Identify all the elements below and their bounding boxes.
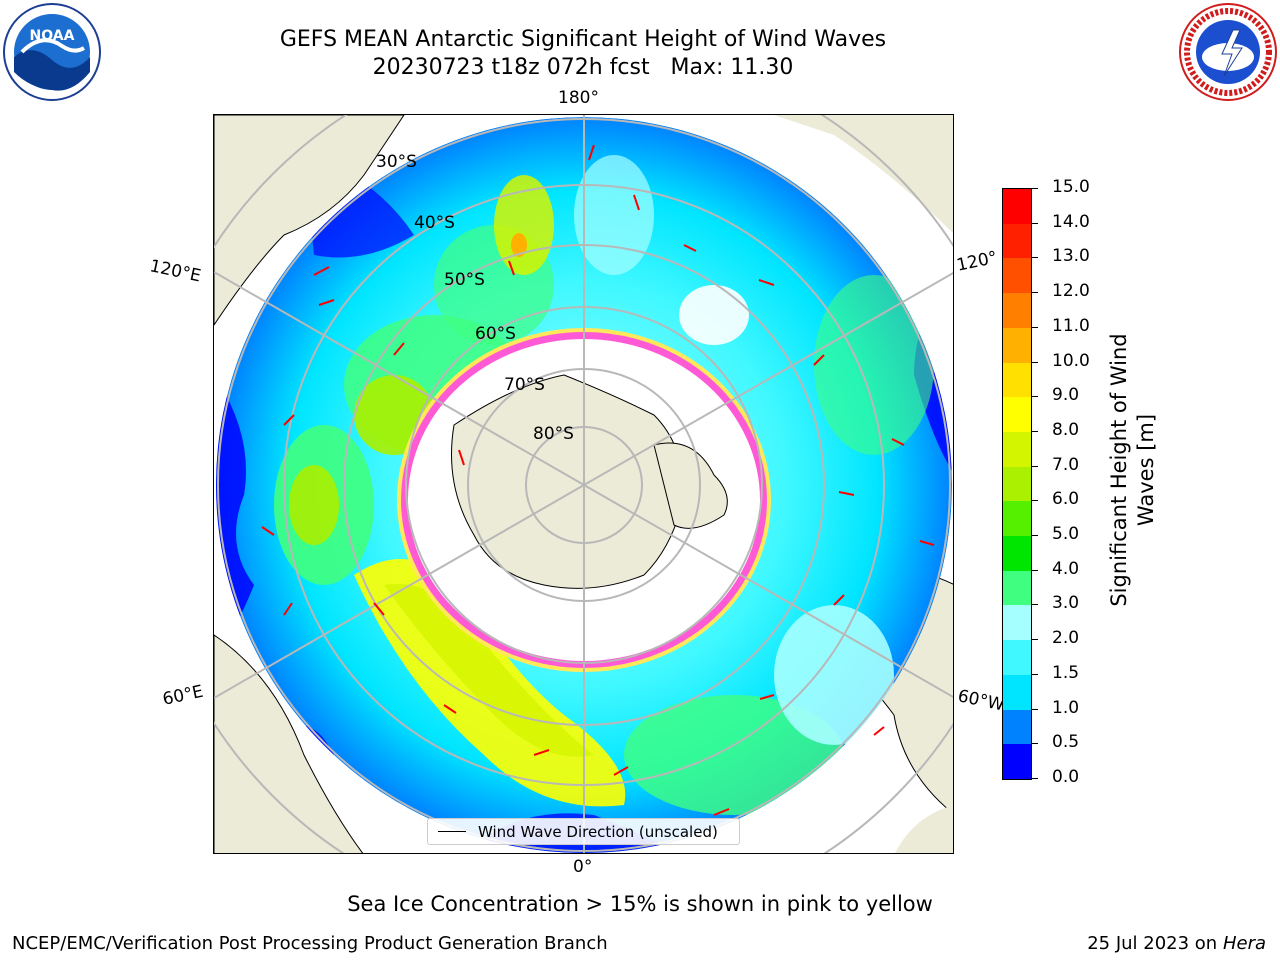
nws-logo (1178, 2, 1278, 102)
colorbar-segment (1003, 293, 1031, 328)
lon-label-120w: 120° (954, 247, 1000, 276)
chart-title: GEFS MEAN Antarctic Significant Height o… (0, 26, 1166, 82)
colorbar-tick-label: 13.0 (1052, 246, 1090, 267)
colorbar-tick-mark (1032, 604, 1038, 606)
colorbar-segment (1003, 362, 1031, 398)
colorbar-tick-mark (1032, 569, 1038, 571)
colorbar-tick-label: 6.0 (1052, 489, 1080, 510)
colorbar-segment (1003, 258, 1031, 294)
colorbar-segment (1003, 189, 1031, 224)
noaa-logo-text: NOAA (30, 28, 75, 44)
colorbar-segment (1003, 674, 1031, 710)
lon-grid (214, 115, 953, 853)
lon-label-180: 180° (558, 88, 599, 108)
colorbar-tick-mark (1032, 465, 1038, 467)
colorbar-tick-mark (1032, 326, 1038, 328)
lat-label-30s: 30°S (376, 152, 417, 172)
colorbar-segment (1003, 501, 1031, 537)
colorbar-tick-label: 5.0 (1052, 524, 1080, 545)
colorbar-segment (1003, 605, 1031, 641)
lon-label-60w: 60°W (955, 686, 1007, 716)
colorbar-tick-mark (1032, 222, 1038, 224)
colorbar-segment (1003, 570, 1031, 606)
colorbar-title-text: Significant Height of Wind Waves [m] (1107, 333, 1158, 607)
colorbar-tick-label: 1.0 (1052, 697, 1080, 718)
colorbar-tick-mark (1032, 535, 1038, 537)
colorbar-tick-mark (1032, 292, 1038, 294)
title-line-1: GEFS MEAN Antarctic Significant Height o… (279, 27, 887, 52)
lat-label-60s: 60°S (475, 324, 516, 344)
colorbar-tick-label: 2.0 (1052, 628, 1080, 649)
colorbar-segment (1003, 397, 1031, 432)
colorbar-segment (1003, 223, 1031, 259)
colorbar-tick-label: 12.0 (1052, 281, 1090, 302)
wave-direction-arrows (261, 144, 935, 816)
colorbar-tick-label: 9.0 (1052, 385, 1080, 406)
title-line-2: 20230723 t18z 072h fcst Max: 11.30 (372, 55, 794, 80)
lat-label-50s: 50°S (444, 270, 485, 290)
colorbar-segment (1003, 709, 1031, 745)
colorbar-segment (1003, 536, 1031, 571)
colorbar-tick-label: 7.0 (1052, 454, 1080, 475)
colorbar-tick-mark (1032, 188, 1038, 189)
map-legend: Wind Wave Direction (unscaled) (427, 818, 740, 845)
colorbar-tick-mark (1032, 708, 1038, 710)
colorbar-tick-mark (1032, 639, 1038, 641)
colorbar-tick-label: 11.0 (1052, 315, 1090, 336)
lon-label-60e: 60°E (160, 681, 206, 710)
legend-line-swatch (438, 831, 466, 832)
credit-text: NCEP/EMC/Verification Post Processing Pr… (12, 933, 608, 954)
colorbar-tick-mark (1032, 396, 1038, 398)
lon-label-120e: 120°E (147, 256, 203, 287)
colorbar-segment (1003, 744, 1031, 779)
colorbar (1002, 188, 1032, 780)
colorbar-segment (1003, 431, 1031, 467)
colorbar-tick-mark (1032, 743, 1038, 745)
colorbar-tick-mark (1032, 500, 1038, 502)
colorbar-tick-label: 10.0 (1052, 350, 1090, 371)
colorbar-tick-mark (1032, 430, 1038, 432)
colorbar-tick-label: 0.0 (1052, 767, 1080, 787)
colorbar-tick-label: 15.0 (1052, 177, 1090, 197)
sea-ice-note: Sea Ice Concentration > 15% is shown in … (347, 892, 933, 916)
machine-label: Hera (1222, 933, 1266, 954)
colorbar-tick-label: 8.0 (1052, 419, 1080, 440)
colorbar-tick-mark (1032, 778, 1038, 779)
polar-map-svg (214, 115, 953, 853)
colorbar-tick-mark (1032, 673, 1038, 675)
colorbar-segment (1003, 466, 1031, 502)
colorbar-tick-label: 1.5 (1052, 662, 1080, 683)
colorbar-segment (1003, 327, 1031, 363)
lat-label-80s: 80°S (533, 424, 574, 444)
colorbar-tick-label: 3.0 (1052, 593, 1080, 614)
noaa-logo: NOAA (2, 2, 102, 102)
polar-map (213, 114, 954, 854)
lat-label-70s: 70°S (504, 375, 545, 395)
colorbar-segment (1003, 640, 1031, 675)
legend-label: Wind Wave Direction (unscaled) (478, 822, 718, 841)
colorbar-tick-mark (1032, 257, 1038, 259)
colorbar-tick-label: 0.5 (1052, 732, 1080, 753)
lat-label-40s: 40°S (414, 213, 455, 233)
lon-label-0: 0° (573, 857, 593, 877)
colorbar-tick-label: 14.0 (1052, 211, 1090, 232)
colorbar-tick-mark (1032, 361, 1038, 363)
date-label: 25 Jul 2023 on (1087, 933, 1218, 954)
colorbar-tick-label: 4.0 (1052, 558, 1080, 579)
date-text: 25 Jul 2023 on Hera (1087, 933, 1266, 954)
